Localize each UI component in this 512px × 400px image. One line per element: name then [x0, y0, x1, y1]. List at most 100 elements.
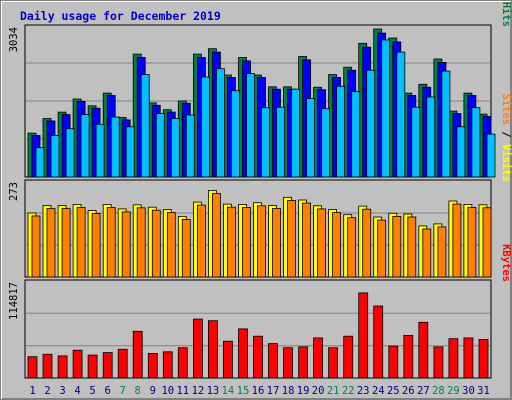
x-tick-label-day-29: 29 — [447, 385, 460, 397]
bar-pages-day-24 — [381, 39, 391, 178]
bar-kbytes-day-31 — [478, 339, 489, 379]
bar-kbytes-day-12 — [192, 318, 203, 379]
bar-pages-day-5 — [95, 123, 105, 178]
bar-sites-day-25 — [392, 215, 402, 278]
bar-kbytes-day-26 — [403, 334, 414, 379]
x-axis-labels: 1 2 3 4 5 6 7 8 9 10 11 12 13 14 15 16 17 18 19 20 21 22 23 24 2… — [29, 385, 489, 397]
bar-pages-day-26 — [411, 106, 421, 178]
bar-kbytes-day-28 — [433, 346, 444, 379]
bar-kbytes-day-9 — [147, 352, 158, 379]
x-tick-label-day-26: 26 — [402, 385, 415, 397]
bar-pages-day-16 — [261, 107, 270, 178]
bar-kbytes-day-25 — [388, 345, 399, 379]
bar-kbytes-day-19 — [298, 346, 309, 379]
bar-pages-day-2 — [50, 135, 60, 178]
x-tick-label-day-31: 31 — [477, 385, 490, 397]
x-tick-label-day-27: 27 — [417, 385, 430, 397]
x-tick-label-day-22: 22 — [342, 385, 355, 397]
bar-sites-day-23 — [362, 208, 372, 278]
x-tick-label-day-3: 3 — [59, 385, 65, 397]
x-tick-label-day-14: 14 — [222, 385, 235, 397]
bar-pages-day-6 — [110, 116, 120, 178]
legend-entry: Hits — [500, 2, 512, 27]
bar-sites-day-6 — [106, 207, 116, 278]
bar-sites-day-13 — [211, 193, 221, 278]
bar-kbytes-day-10 — [162, 351, 173, 379]
bar-pages-day-23 — [366, 69, 376, 178]
bar-kbytes-day-3 — [57, 355, 68, 379]
x-tick-label-day-24: 24 — [372, 385, 385, 397]
bar-pages-day-27 — [426, 96, 436, 178]
x-tick-label-day-17: 17 — [267, 385, 280, 397]
bar-kbytes-day-14 — [222, 340, 233, 379]
legend-entry: / — [500, 0, 512, 2]
bar-pages-day-22 — [351, 91, 361, 178]
x-tick-label-day-28: 28 — [432, 385, 445, 397]
chart-panel-kbytes: 114817 KBytes — [8, 244, 512, 379]
bar-sites-day-24 — [377, 219, 387, 278]
bar-pages-day-1 — [35, 147, 45, 178]
bar-pages-day-20 — [321, 108, 331, 178]
bar-kbytes-day-7 — [117, 348, 128, 379]
bar-sites-day-17 — [272, 208, 281, 278]
bar-sites-day-11 — [181, 218, 191, 278]
bar-sites-day-31 — [482, 207, 492, 278]
bar-sites-day-4 — [76, 207, 86, 278]
x-tick-label-day-7: 7 — [120, 385, 126, 397]
bar-kbytes-day-17 — [268, 343, 278, 379]
legend-entry: / — [500, 125, 512, 144]
bar-sites-day-12 — [196, 204, 206, 278]
bar-sites-day-20 — [317, 208, 327, 278]
bar-sites-day-18 — [287, 199, 296, 278]
bar-kbytes-day-29 — [448, 338, 459, 379]
legend: Pages / Files / Hits — [500, 0, 512, 27]
bar-pages-day-14 — [230, 90, 240, 178]
chart-panel-hits-files-pages: 3034 Pages / Files / Hits — [8, 0, 512, 178]
bar-pages-day-19 — [306, 98, 316, 178]
bar-sites-day-27 — [422, 228, 432, 278]
bar-pages-day-29 — [456, 126, 466, 178]
bar-pages-day-15 — [246, 73, 255, 178]
x-tick-label-day-20: 20 — [312, 385, 325, 397]
legend: Sites / Visits — [500, 93, 512, 182]
bar-kbytes-day-22 — [343, 335, 354, 379]
bar-sites-day-8 — [136, 207, 146, 278]
x-tick-label-day-10: 10 — [161, 385, 174, 397]
bar-pages-day-25 — [396, 51, 406, 178]
bar-pages-day-18 — [291, 88, 300, 178]
x-tick-label-day-11: 11 — [176, 385, 189, 397]
x-tick-label-day-5: 5 — [89, 385, 95, 397]
x-tick-label-day-6: 6 — [105, 385, 111, 397]
bar-sites-day-30 — [467, 207, 477, 278]
bar-sites-day-10 — [166, 212, 176, 278]
x-tick-label-day-25: 25 — [387, 385, 400, 397]
bar-kbytes-day-11 — [177, 347, 188, 379]
x-tick-label-day-13: 13 — [207, 385, 220, 397]
bar-sites-day-21 — [332, 212, 342, 278]
bar-sites-day-26 — [407, 216, 417, 278]
bar-kbytes-day-6 — [102, 352, 113, 379]
legend-entry: Sites — [500, 93, 512, 125]
bar-sites-day-5 — [91, 213, 101, 278]
legend-entry: Visits — [500, 144, 512, 182]
x-tick-label-day-21: 21 — [327, 385, 340, 397]
x-tick-label-day-9: 9 — [150, 385, 156, 397]
bar-kbytes-day-18 — [283, 347, 293, 379]
bar-sites-day-28 — [437, 226, 447, 278]
bar-sites-day-2 — [46, 208, 56, 278]
bar-kbytes-day-15 — [238, 328, 248, 379]
bar-sites-day-19 — [302, 202, 312, 278]
x-tick-label-day-4: 4 — [74, 385, 80, 397]
bar-kbytes-day-16 — [253, 335, 263, 379]
bar-pages-day-7 — [125, 126, 135, 178]
bar-kbytes-day-27 — [418, 321, 429, 379]
bar-pages-day-4 — [80, 114, 90, 178]
bar-kbytes-day-8 — [132, 330, 143, 379]
bar-kbytes-day-13 — [207, 320, 218, 379]
bar-sites-day-22 — [347, 217, 357, 278]
bar-pages-day-10 — [170, 118, 180, 178]
bar-pages-day-12 — [200, 76, 210, 178]
bar-sites-day-14 — [226, 206, 236, 278]
bar-kbytes-day-23 — [358, 292, 369, 379]
